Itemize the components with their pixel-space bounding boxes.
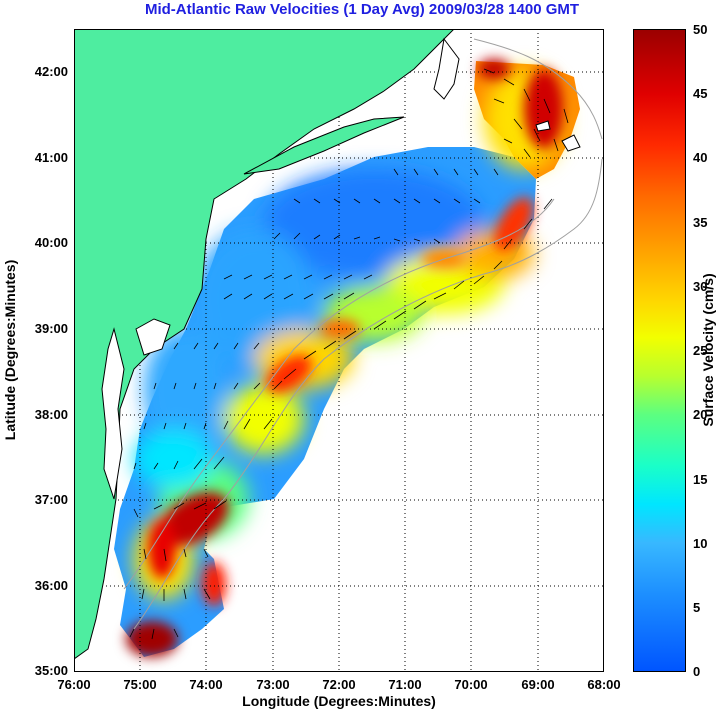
lon-tick-label: 68:00: [587, 677, 621, 692]
delaware-bay: [135, 318, 171, 356]
speed-blob-fast-capehenry: [159, 492, 229, 546]
lon-tick-label: 74:00: [189, 677, 223, 692]
speed-blob-shelfbreak-74: [224, 384, 304, 454]
colorbar-title: Surface Velocity (cm/s): [700, 273, 716, 427]
colorbar-tick-label: 0: [693, 664, 701, 679]
lon-tick-label: 69:00: [521, 677, 555, 692]
velocity-colorbar: [633, 29, 686, 672]
velocity-map-svg: [74, 29, 604, 672]
speed-blob-fast-nantucket: [524, 69, 564, 149]
speed-blob-fast-nantucket-n: [478, 59, 510, 79]
martha-vineyard-island: [535, 120, 551, 132]
colorbar-tick-label: 20: [693, 407, 708, 422]
colorbar-tick-label: 45: [693, 86, 708, 101]
colorbar-tick-label: 10: [693, 536, 708, 551]
speed-blob-slow-delmarva: [144, 329, 224, 449]
speed-blob-fast-72: [320, 319, 360, 339]
lon-tick-label: 73:00: [256, 677, 290, 692]
colorbar-tick-label: 25: [693, 343, 708, 358]
colorbar-tick-label: 50: [693, 22, 708, 37]
map-title: Mid-Atlantic Raw Velocities (1 Day Avg) …: [144, 1, 580, 18]
lat-tick-label: 37:00: [34, 492, 68, 507]
colorbar-tick-label: 15: [693, 472, 708, 487]
speed-blob-va: [134, 429, 214, 489]
speed-blob-fast-73: [266, 355, 312, 393]
chesapeake-bay: [101, 327, 125, 500]
lat-tick-label: 38:00: [34, 407, 68, 422]
lat-tick-label: 41:00: [34, 150, 68, 165]
long-island: [243, 116, 405, 175]
speed-blob-slow-ny-bight: [264, 169, 484, 279]
colorbar-tick-label: 40: [693, 150, 708, 165]
map-plot-area: [74, 29, 604, 672]
lon-tick-label: 76:00: [57, 677, 91, 692]
lat-tick-label: 36:00: [34, 578, 68, 593]
speed-blob-fast-offshore-nc: [202, 562, 226, 606]
velocity-field: [114, 59, 580, 657]
lat-tick-label: 35:00: [34, 663, 68, 678]
lat-tick-label: 40:00: [34, 235, 68, 250]
nantucket-island: [561, 134, 581, 152]
lat-tick-label: 39:00: [34, 321, 68, 336]
lon-tick-label: 72:00: [322, 677, 356, 692]
cape-cod: [433, 37, 460, 100]
speed-blob-fast-nc: [148, 519, 176, 579]
colorbar-tick-label: 5: [693, 600, 701, 615]
y-axis-title: Latitude (Degrees:Minutes): [2, 259, 18, 441]
lon-tick-label: 71:00: [388, 677, 422, 692]
lon-tick-label: 75:00: [123, 677, 157, 692]
x-axis-title: Longitude (Degrees:Minutes): [242, 693, 436, 709]
colorbar-tick-label: 35: [693, 215, 708, 230]
land-mass: [74, 29, 455, 660]
colorbar-tick-label: 30: [693, 279, 708, 294]
velocity-vectors: [129, 68, 569, 640]
lon-tick-label: 70:00: [454, 677, 488, 692]
lat-tick-label: 42:00: [34, 64, 68, 79]
